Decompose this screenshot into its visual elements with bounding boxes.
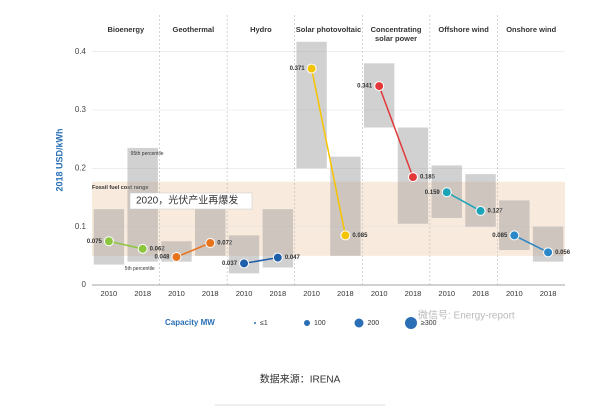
average-marker <box>475 205 486 216</box>
x-tick-label: 2010 <box>303 289 320 298</box>
percentile-box <box>161 241 192 262</box>
percentile-box <box>363 63 395 128</box>
average-marker <box>407 172 418 183</box>
average-marker <box>205 238 216 248</box>
trend-line <box>108 240 143 250</box>
value-label: 0.056 <box>555 250 571 256</box>
y-tick-label: 0.1 <box>75 222 87 231</box>
x-tick-label: 2018 <box>540 289 557 298</box>
legend-label: 100 <box>314 320 326 327</box>
y-tick-label: 0.4 <box>75 47 87 56</box>
value-label: 0.371 <box>290 66 306 72</box>
annotation: 5th percentile <box>125 266 155 272</box>
x-tick-label: 2010 <box>438 289 455 298</box>
category-label: Hydro <box>250 25 272 34</box>
percentile-box <box>296 41 327 169</box>
value-label: 0.048 <box>154 255 170 261</box>
x-tick-label: 2018 <box>202 289 219 298</box>
legend-swatch <box>405 317 417 329</box>
trend-line <box>446 191 481 212</box>
category-label: Onshore wind <box>506 25 557 34</box>
value-label: 0.072 <box>217 241 233 247</box>
percentile-box <box>195 209 226 256</box>
trend-line <box>310 68 347 236</box>
value-label: 0.185 <box>420 175 436 181</box>
average-marker <box>171 252 182 262</box>
x-tick-label: 2010 <box>168 289 185 298</box>
category-label: Solar photovoltaic <box>295 25 362 34</box>
legend-swatch <box>254 322 256 324</box>
y-tick-label: 0.3 <box>75 105 87 114</box>
percentile-box <box>465 174 496 227</box>
x-tick-label: 2018 <box>405 289 422 298</box>
trend-line <box>243 256 278 265</box>
x-tick-label: 2018 <box>269 289 286 298</box>
y-tick-label: 0 <box>82 280 87 289</box>
category-label: Geothermal <box>172 25 215 34</box>
trend-line <box>513 234 549 254</box>
legend-title: Capacity MW <box>165 318 215 327</box>
legend-label: ≥300 <box>421 320 437 327</box>
watermark: 微信号: Energy-report <box>418 309 515 322</box>
category-label: Bioenergy <box>107 25 145 34</box>
average-marker <box>374 81 385 92</box>
value-label: 0.047 <box>285 255 301 261</box>
percentile-box <box>330 156 361 256</box>
percentile-box <box>499 200 530 250</box>
value-label: 0.037 <box>222 261 238 267</box>
annotation: Fossil fuel cost range <box>92 185 149 191</box>
average-marker <box>239 258 250 269</box>
category-label: Concentrating solar power <box>370 25 422 43</box>
average-marker <box>103 236 114 247</box>
x-tick-label: 2010 <box>236 289 253 298</box>
x-tick-label: 2018 <box>472 289 489 298</box>
legend-label: ≤1 <box>260 320 268 327</box>
average-marker <box>306 63 317 74</box>
average-marker <box>509 230 520 241</box>
overlay-box <box>129 192 253 210</box>
value-label: 0.062 <box>150 246 166 252</box>
value-label: 0.075 <box>87 239 103 245</box>
x-tick-label: 2018 <box>134 289 151 298</box>
value-label: 0.127 <box>488 208 504 214</box>
y-axis-label: 2018 USD/kWh <box>54 128 64 191</box>
x-tick-label: 2018 <box>337 289 354 298</box>
average-marker <box>272 252 283 263</box>
x-tick-label: 2010 <box>371 289 388 298</box>
value-label: 0.085 <box>352 233 368 239</box>
value-label: 0.085 <box>492 233 508 239</box>
legend-label: 200 <box>368 320 380 327</box>
overlay-text: 2020，光伏产业再爆发 <box>136 194 238 207</box>
value-label: 0.159 <box>425 190 441 196</box>
average-marker <box>340 230 351 241</box>
trend-line <box>176 242 211 258</box>
average-marker <box>441 187 452 198</box>
category-label: Offshore wind <box>438 25 489 34</box>
legend-swatch <box>304 320 310 326</box>
trend-line <box>378 85 414 178</box>
y-tick-label: 0.2 <box>75 163 87 172</box>
legend-swatch <box>354 318 364 328</box>
average-marker <box>543 247 554 258</box>
caption: 数据来源：IRENA <box>260 373 341 386</box>
average-marker <box>137 243 148 254</box>
x-tick-label: 2010 <box>506 289 523 298</box>
x-tick-label: 2010 <box>101 289 118 298</box>
value-label: 0.341 <box>357 84 373 90</box>
annotation: 95th percentile <box>131 151 164 157</box>
